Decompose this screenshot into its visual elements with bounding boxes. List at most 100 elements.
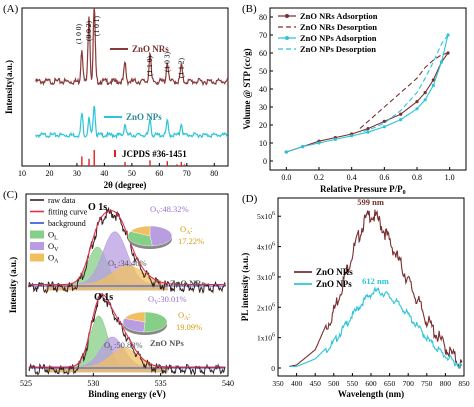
peak-annotation: (1 1 0) (145, 56, 154, 76)
data-point (439, 60, 444, 64)
x-tick-label: 650 (384, 379, 396, 388)
y-tick-label: 20 (259, 121, 267, 130)
y-tick-label: 80 (259, 13, 267, 22)
legend-label: OA (48, 253, 59, 265)
pie-slice (127, 231, 153, 247)
x-tick-label: 500 (328, 379, 340, 388)
pie-label-v: OV (150, 204, 161, 216)
y-tick-label: 10 (259, 139, 267, 148)
x-tick-label: 525 (20, 379, 32, 388)
x-tick-label: 0.8 (412, 173, 422, 182)
x-tick-label: 0.6 (379, 173, 389, 182)
x-tick-label: 70 (183, 169, 191, 178)
data-point (382, 119, 386, 123)
legend-label: ZnO NPs (316, 279, 352, 289)
peak-annotation: (1 1 2) (176, 58, 185, 78)
series-line (289, 209, 463, 369)
peak-annotation: (1 0 0) (74, 24, 83, 44)
legend-label: ZnO NPs Desorption (300, 44, 376, 54)
x-tick-label: 535 (155, 379, 167, 388)
series-line-zno-nrs (35, 7, 229, 87)
y-tick-label: 5x106 (257, 211, 275, 221)
legend-label: OV (48, 241, 59, 253)
legend-label: raw data (48, 196, 76, 205)
legend-label: ZnO NRs Desorption (300, 22, 377, 32)
pie-value-l: :34.46% (118, 258, 147, 268)
data-point (431, 78, 435, 82)
legend-label: ZnO NRs Adsorption (300, 11, 378, 21)
legend-marker (285, 36, 289, 40)
legend-label: ZnO NPs Adsorption (300, 33, 377, 43)
pie-label-l: OL (108, 258, 118, 270)
y-tick-label: 70 (259, 31, 267, 40)
y-tick-label: 0 (263, 157, 267, 166)
x-tick-label: 800 (440, 379, 452, 388)
pie-label-v: OV (148, 294, 159, 306)
x-tick-label: 0.0 (281, 173, 291, 182)
panel-label: (B) (242, 3, 257, 15)
pie-value-l: :50.88% (114, 340, 143, 350)
x-tick-label: 600 (365, 379, 377, 388)
o1s-label: O 1s (88, 202, 107, 213)
y-axis-label: Intensity(a.u.) (4, 60, 14, 114)
legend-label: fitting curve (48, 208, 88, 217)
x-tick-label: 750 (421, 379, 433, 388)
raw-data-line (28, 206, 226, 294)
pie-slice (130, 225, 151, 237)
legend-label: ZnO NRs (132, 44, 169, 54)
y-tick-label: 50 (259, 67, 267, 76)
pie-value-v: :30.01% (158, 294, 187, 304)
series-line (289, 286, 463, 369)
y-tick-label: 40 (259, 85, 267, 94)
panel-b: (B) 0.0 0.2 0.4 0.6 0.8 1.0 0 10 20 30 40 50 60 70 80 Re… (242, 3, 467, 196)
pie-value-a: 17.22% (178, 236, 204, 246)
series-line-zno-nps (35, 105, 229, 140)
data-point (415, 100, 419, 104)
x-tick-label: 700 (403, 379, 415, 388)
legend-label: JCPDS #36-1451 (122, 149, 187, 159)
data-point (284, 150, 288, 154)
panel-label: (D) (242, 193, 258, 205)
data-point (382, 125, 386, 129)
x-tick-label: 350 (272, 379, 284, 388)
x-tick-label: 40 (100, 169, 108, 178)
fitting-curve-line (28, 293, 226, 368)
x-tick-label: 400 (291, 379, 303, 388)
panel-d: (D) 350 400 450 500 550 600 650 700 750 800 850 0 1x1… (240, 193, 470, 399)
x-tick-label: 530 (87, 379, 99, 388)
x-tick-label: 30 (73, 169, 81, 178)
data-point (399, 112, 403, 116)
pie-value-colon: : (190, 224, 192, 234)
series-line (359, 34, 449, 133)
y-tick-label: 4x106 (257, 242, 275, 252)
pie-slice (122, 318, 146, 333)
pie-value-colon: : (188, 310, 190, 320)
o1s-label: O 1s (94, 292, 113, 303)
legend-swatch (30, 242, 44, 250)
sample-label: ZnO NRs (170, 278, 205, 288)
pie-value-v: :48.32% (160, 204, 189, 214)
x-tick-label: 450 (310, 379, 322, 388)
legend-label: ZnO NRs (316, 267, 353, 277)
legend-swatch (30, 230, 44, 239)
data-point (317, 141, 321, 145)
x-tick-label: 20 (45, 169, 53, 178)
pie-slice (143, 311, 168, 333)
x-tick-label: 50 (128, 169, 136, 178)
x-axis-label: Wavelength (nm) (338, 389, 404, 399)
data-point (423, 91, 427, 95)
x-tick-label: 60 (155, 169, 163, 178)
pie-label-a: OA (180, 224, 191, 236)
y-axis-label: Intensity (a.u.) (8, 257, 18, 313)
x-tick-label: 540 (222, 379, 234, 388)
x-tick-label: 850 (458, 379, 470, 388)
x-tick-label: 10 (18, 169, 26, 178)
peak-annotation: (0 0 2) (84, 21, 93, 41)
plot-frame (25, 193, 229, 377)
pie-slice (149, 225, 173, 247)
legend-label: background (48, 219, 86, 228)
data-point (446, 51, 450, 55)
y-tick-label: 60 (259, 49, 267, 58)
x-tick-label: 550 (347, 379, 359, 388)
